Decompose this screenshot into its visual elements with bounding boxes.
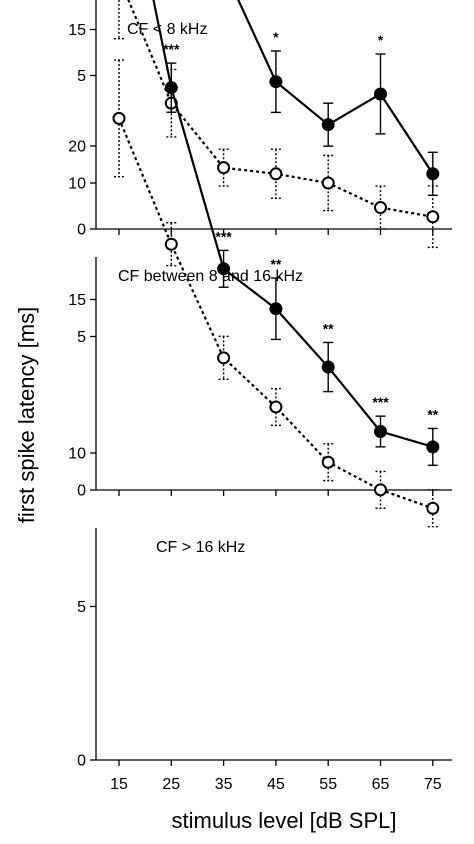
- x-tick-label: 45: [267, 776, 285, 793]
- x-tick-label: 75: [424, 776, 442, 793]
- panel3-open-series-point: [269, 400, 283, 414]
- x-tick-label: 35: [215, 776, 233, 793]
- panel2-open-series-point: [426, 210, 440, 224]
- panel3-filled-series-point: [164, 81, 178, 95]
- panel3-y-tick-label: 20: [68, 139, 86, 156]
- panel3-open-series-point: [321, 455, 335, 469]
- panel3-significance-marker: **: [323, 320, 334, 336]
- panel2-filled-series-point: [374, 87, 387, 101]
- panel3-filled-series-point: [374, 425, 387, 439]
- panel3-filled-series-point: [217, 262, 231, 276]
- panel2-significance-marker: *: [378, 32, 384, 48]
- panel2-filled-series-point: [426, 167, 440, 181]
- panel2-filled-series-point: [321, 118, 335, 132]
- x-axis-title: stimulus level [dB SPL]: [172, 808, 397, 833]
- panel3-y-tick-label: 0: [77, 753, 86, 770]
- panel3-filled-series-point: [269, 302, 283, 316]
- panel3-title: CF > 16 kHz: [156, 539, 245, 556]
- panel1-title: CF < 8 kHz: [127, 21, 207, 38]
- panel1-y-tick-label: 0: [77, 222, 86, 239]
- panel3-significance-marker: ***: [372, 394, 389, 410]
- panel3-significance-marker: ***: [163, 41, 180, 57]
- panel2-open-series-point: [217, 161, 231, 175]
- panel2-open-series-point: [321, 176, 335, 190]
- panel2-y-tick-label: 10: [68, 176, 86, 193]
- panel2-y-tick-label: 0: [77, 483, 86, 500]
- panel3-open-series-point: [374, 483, 387, 497]
- panel3-y-tick-label: 5: [77, 599, 86, 616]
- panel2-open-series-point: [269, 167, 283, 181]
- x-tick-label: 15: [110, 776, 128, 793]
- panel3-open-series-point: [112, 111, 126, 125]
- y-axis-title: first spike latency [ms]: [14, 307, 39, 523]
- panel3-y-tick-label: 25: [68, 0, 86, 2]
- panel2-title: CF between 8 and 16 kHz: [118, 268, 303, 285]
- panel2-open-series-point: [374, 201, 387, 215]
- panel2-significance-marker: *: [273, 29, 279, 45]
- panel3-open-series-point: [164, 237, 178, 251]
- panel3-y-tick-label: 15: [68, 292, 86, 309]
- panel3-significance-marker: **: [427, 406, 438, 422]
- panel3-significance-marker: **: [270, 256, 281, 272]
- x-tick-label: 65: [372, 776, 390, 793]
- panel3-filled-series-point: [321, 360, 335, 374]
- panel3-open-series-point: [217, 351, 231, 365]
- panel3-filled-series-point: [426, 440, 440, 454]
- panel1-y-tick-label: 5: [77, 68, 86, 85]
- panel2-filled-series-point: [269, 75, 283, 89]
- panel3-open-series-point: [426, 501, 440, 515]
- x-tick-label: 55: [319, 776, 337, 793]
- panel2-y-tick-label: 5: [77, 329, 86, 346]
- panel3-significance-marker: ***: [215, 228, 232, 244]
- panel2-y-tick-label: 15: [68, 22, 86, 39]
- panel3-y-tick-label: 10: [68, 446, 86, 463]
- x-tick-label: 25: [162, 776, 180, 793]
